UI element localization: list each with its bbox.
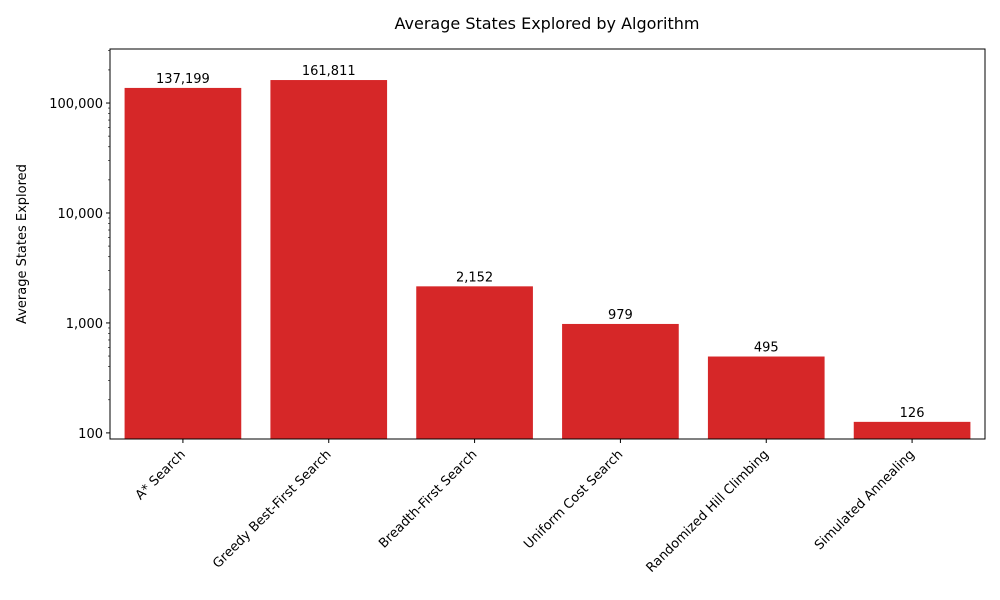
bar (853, 421, 971, 439)
plot-area-frame (109, 48, 986, 440)
x-tick-label: Uniform Cost Search (521, 447, 626, 552)
bar (416, 286, 533, 439)
x-tick-label: Randomized Hill Climbing (644, 447, 772, 575)
bar (270, 80, 388, 440)
y-tick-label: 1,000 (66, 317, 103, 332)
chart-title: Average States Explored by Algorithm (395, 14, 700, 33)
bar (707, 356, 825, 439)
bar-value-label: 495 (754, 341, 779, 356)
y-tick-label: 10,000 (58, 207, 104, 222)
x-tick-label: Greedy Best-First Search (210, 447, 334, 571)
y-axis-ticks: 100 1,000 10,000 100,000 (49, 50, 110, 442)
bar-value-label: 137,199 (156, 72, 210, 87)
bar-value-label: 126 (900, 406, 925, 421)
x-axis-ticks: A* Search Greedy Best-First Search Breadth… (133, 439, 918, 576)
bars-group: 137,199 161,811 2,152 979 495 126 (124, 64, 971, 440)
x-tick-label: A* Search (133, 447, 189, 503)
bar (562, 323, 679, 439)
x-tick-label: Simulated Annealing (812, 447, 918, 553)
y-tick-label: 100 (78, 427, 103, 442)
bar-value-label: 979 (608, 308, 633, 323)
x-tick-label: Breadth-First Search (376, 447, 480, 551)
bar (124, 87, 242, 440)
bar-value-label: 161,811 (302, 64, 356, 79)
bar-value-label: 2,152 (456, 270, 493, 285)
y-tick-label: 100,000 (49, 97, 103, 112)
y-axis-label: Average States Explored (15, 164, 30, 324)
